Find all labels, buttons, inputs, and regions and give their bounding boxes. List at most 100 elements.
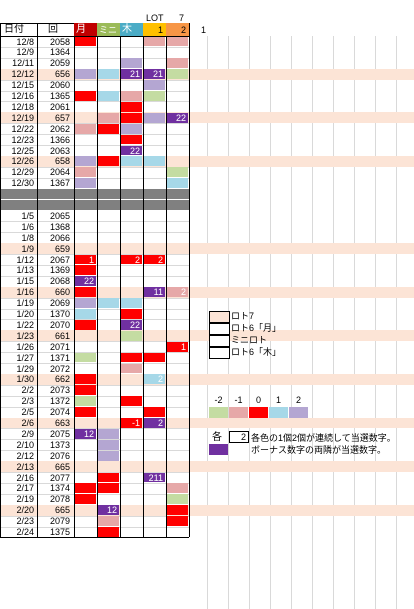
date-cell: 12/26	[11, 156, 34, 167]
column-line	[74, 23, 75, 538]
result-cell	[144, 91, 165, 101]
result-cell	[98, 516, 119, 526]
result-number: 22	[129, 145, 140, 156]
scale-label: -2	[214, 395, 223, 405]
date-cell: 2/23	[16, 516, 34, 527]
date-cell: 1/26	[16, 341, 34, 352]
result-cell: 211	[144, 472, 165, 483]
gridline-v	[333, 36, 334, 609]
gridline-v	[291, 36, 292, 609]
date-cell: 12/9	[16, 47, 34, 58]
result-cell	[75, 167, 96, 178]
date-cell: 12/23	[11, 134, 34, 145]
row-line	[0, 101, 189, 103]
result-cell: 2	[144, 254, 165, 265]
result-cell	[75, 309, 96, 319]
date-cell: 1/15	[16, 276, 34, 287]
result-number: -1	[131, 418, 140, 428]
date-cell: 2/16	[16, 472, 34, 483]
round-cell: 1366	[49, 134, 70, 145]
scale-swatch	[289, 407, 308, 418]
result-number: 2	[180, 287, 186, 298]
column-line	[120, 23, 121, 538]
round-cell: 1368	[49, 221, 70, 232]
bonus-swatch	[209, 444, 228, 455]
result-cell: 21	[121, 69, 142, 79]
date-cell: 2/17	[16, 483, 34, 494]
gridline-v	[270, 36, 271, 609]
round-cell: 2075	[49, 428, 70, 439]
round-cell: 2077	[49, 472, 70, 483]
legend-item-loto6-mon: ロト6「月」	[231, 323, 282, 333]
date-cell: 1/23	[16, 330, 34, 341]
date-cell: 2/10	[16, 439, 34, 450]
result-cell	[167, 167, 188, 178]
result-cell	[121, 112, 142, 123]
result-cell	[144, 36, 165, 47]
date-cell: 2/13	[16, 461, 34, 472]
result-cell	[75, 287, 96, 298]
result-cell	[75, 407, 96, 417]
legend-swatch-loto7	[209, 311, 230, 323]
legend-item-loto7: ロト7	[231, 311, 255, 321]
result-cell	[167, 505, 188, 516]
scale-swatch	[209, 407, 228, 418]
result-number: 2	[157, 418, 163, 428]
scale-label: 1	[275, 395, 281, 405]
result-cell	[167, 58, 188, 69]
loto7-row-shade	[0, 155, 414, 167]
round-cell: 2073	[49, 385, 70, 396]
result-number: 22	[175, 112, 186, 123]
result-cell	[75, 156, 96, 167]
note-consecutive: 各色の1個2個が連続して当選数字。	[251, 433, 396, 443]
date-cell: 1/30	[16, 374, 34, 385]
date-cell: 12/8	[16, 36, 34, 47]
result-number: 22	[129, 319, 140, 330]
result-cell: 12	[98, 505, 119, 515]
round-cell: 659	[54, 243, 70, 254]
scale-label: -1	[234, 395, 243, 405]
result-cell: 22	[75, 276, 96, 286]
result-cell	[98, 439, 119, 450]
date-cell: 12/19	[11, 112, 34, 123]
result-cell	[75, 298, 96, 308]
date-cell: 1/20	[16, 309, 34, 319]
row-line	[0, 363, 189, 364]
result-cell	[121, 330, 142, 341]
row-line	[0, 472, 189, 473]
round-cell: 2058	[49, 36, 70, 47]
loto7-row-shade	[0, 504, 414, 516]
date-cell: 12/18	[11, 101, 34, 112]
round-cell: 665	[54, 505, 70, 516]
result-number: 1	[180, 341, 186, 352]
result-cell	[98, 483, 119, 494]
row-line	[0, 232, 189, 234]
result-number: 211	[148, 472, 163, 483]
result-cell: 11	[144, 287, 165, 297]
column-line	[143, 23, 144, 538]
date-cell: 12/25	[11, 145, 34, 156]
result-number: 21	[152, 69, 163, 80]
round-cell: 1369	[49, 265, 70, 276]
row-line	[0, 145, 189, 146]
round-cell: 2066	[49, 232, 70, 243]
result-cell	[121, 58, 142, 69]
date-cell: 2/3	[21, 396, 34, 407]
header-lot-1: 1	[143, 23, 166, 36]
gap-row	[0, 188, 189, 200]
gridline-v	[354, 36, 355, 609]
gridline-v	[207, 36, 208, 609]
lot-label: LOT	[146, 13, 164, 23]
result-cell	[144, 156, 165, 167]
loto7-row-shade	[0, 373, 414, 385]
result-number: 22	[83, 276, 94, 287]
round-cell: 2065	[49, 210, 70, 221]
round-cell: 657	[54, 112, 70, 123]
result-number: 2	[157, 374, 163, 385]
result-cell	[75, 352, 96, 363]
result-number: 2	[157, 254, 163, 265]
legend-swatch-loto6-mon	[209, 323, 230, 335]
loto7-row-shade	[0, 417, 414, 429]
date-cell: 2/5	[21, 407, 34, 418]
